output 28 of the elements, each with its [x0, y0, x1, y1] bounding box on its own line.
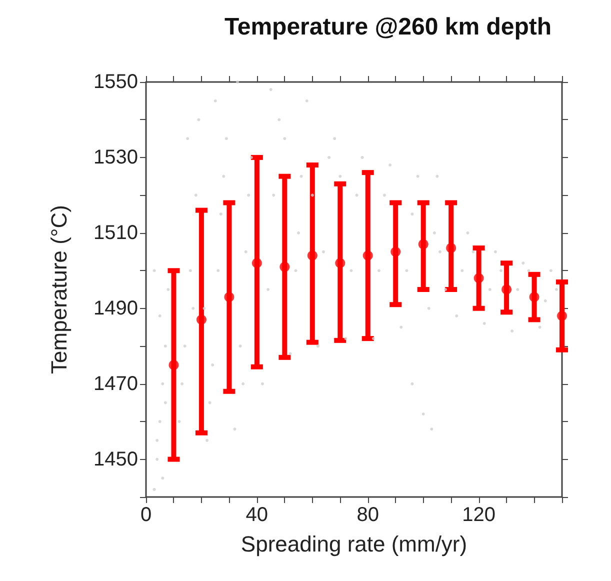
point — [390, 246, 401, 257]
chart-title: Temperature @260 km depth — [224, 14, 552, 40]
point — [502, 284, 512, 294]
x-axis-title: Spreading rate (mm/yr) — [240, 532, 468, 556]
x-tick-label: 80 — [356, 504, 379, 526]
point — [529, 292, 540, 302]
point — [418, 239, 428, 250]
point — [446, 243, 456, 253]
point — [168, 360, 179, 370]
point — [307, 250, 318, 261]
point — [474, 273, 484, 284]
point — [280, 262, 290, 272]
point — [224, 292, 234, 302]
y-tick-label: 1450 — [94, 448, 138, 470]
point — [362, 250, 373, 261]
y-axis-title: Temperature (°C) — [46, 205, 72, 374]
point — [335, 258, 346, 268]
x-tick-label: 40 — [246, 504, 268, 526]
y-tick-label: 1470 — [94, 372, 138, 395]
x-tick-label: 0 — [140, 504, 152, 526]
point — [196, 314, 206, 325]
x-tick-label: 120 — [462, 504, 496, 526]
point — [557, 310, 567, 321]
y-tick-label: 1510 — [94, 222, 138, 244]
y-tick-label: 1490 — [94, 297, 138, 320]
y-tick-label: 1530 — [94, 146, 138, 168]
point — [252, 258, 262, 268]
y-tick-label: 1550 — [94, 71, 138, 93]
